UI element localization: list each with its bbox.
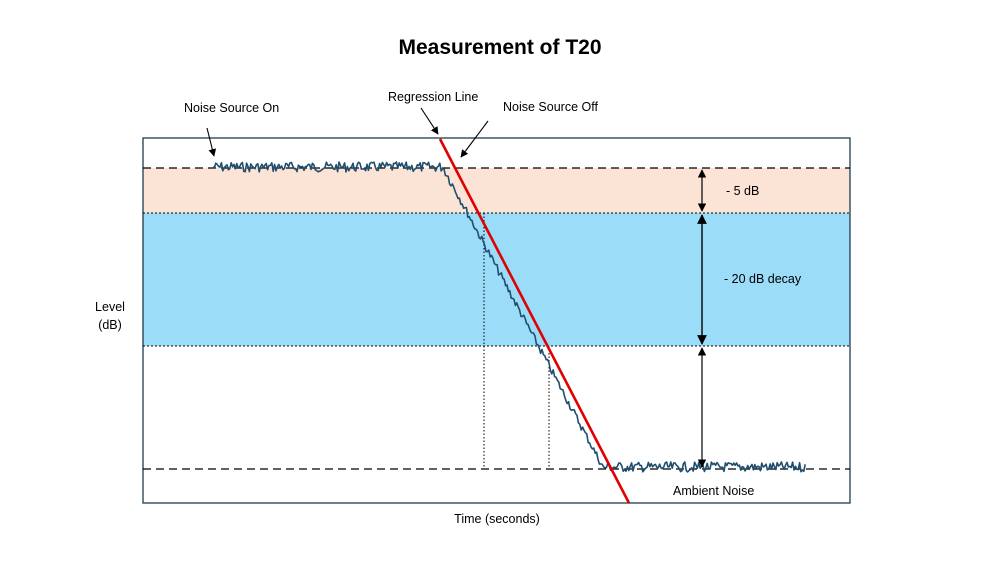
regression-line-label: Regression Line <box>388 90 478 104</box>
y-axis-label-line1: Level <box>95 300 125 314</box>
regression-pointer-arrow <box>420 107 439 135</box>
minus-5db-band <box>143 168 850 213</box>
diagram-title: Measurement of T20 <box>398 36 602 59</box>
x-axis-label: Time (seconds) <box>454 512 540 526</box>
y-axis-label-line2: (dB) <box>98 318 122 332</box>
regression-line <box>438 138 631 504</box>
noise-on-pointer-arrow <box>206 127 217 157</box>
noise-source-off-label: Noise Source Off <box>503 100 598 114</box>
noise-source-on-label: Noise Source On <box>184 101 279 115</box>
signal-trace <box>212 161 806 473</box>
ambient-noise-label: Ambient Noise <box>673 484 754 498</box>
minus-20db-label: - 20 dB decay <box>724 272 802 286</box>
minus-5db-label: - 5 dB <box>726 184 759 198</box>
plot-frame <box>142 137 851 504</box>
noise-off-pointer-arrow <box>460 120 489 158</box>
minus-20db-band <box>143 213 850 346</box>
